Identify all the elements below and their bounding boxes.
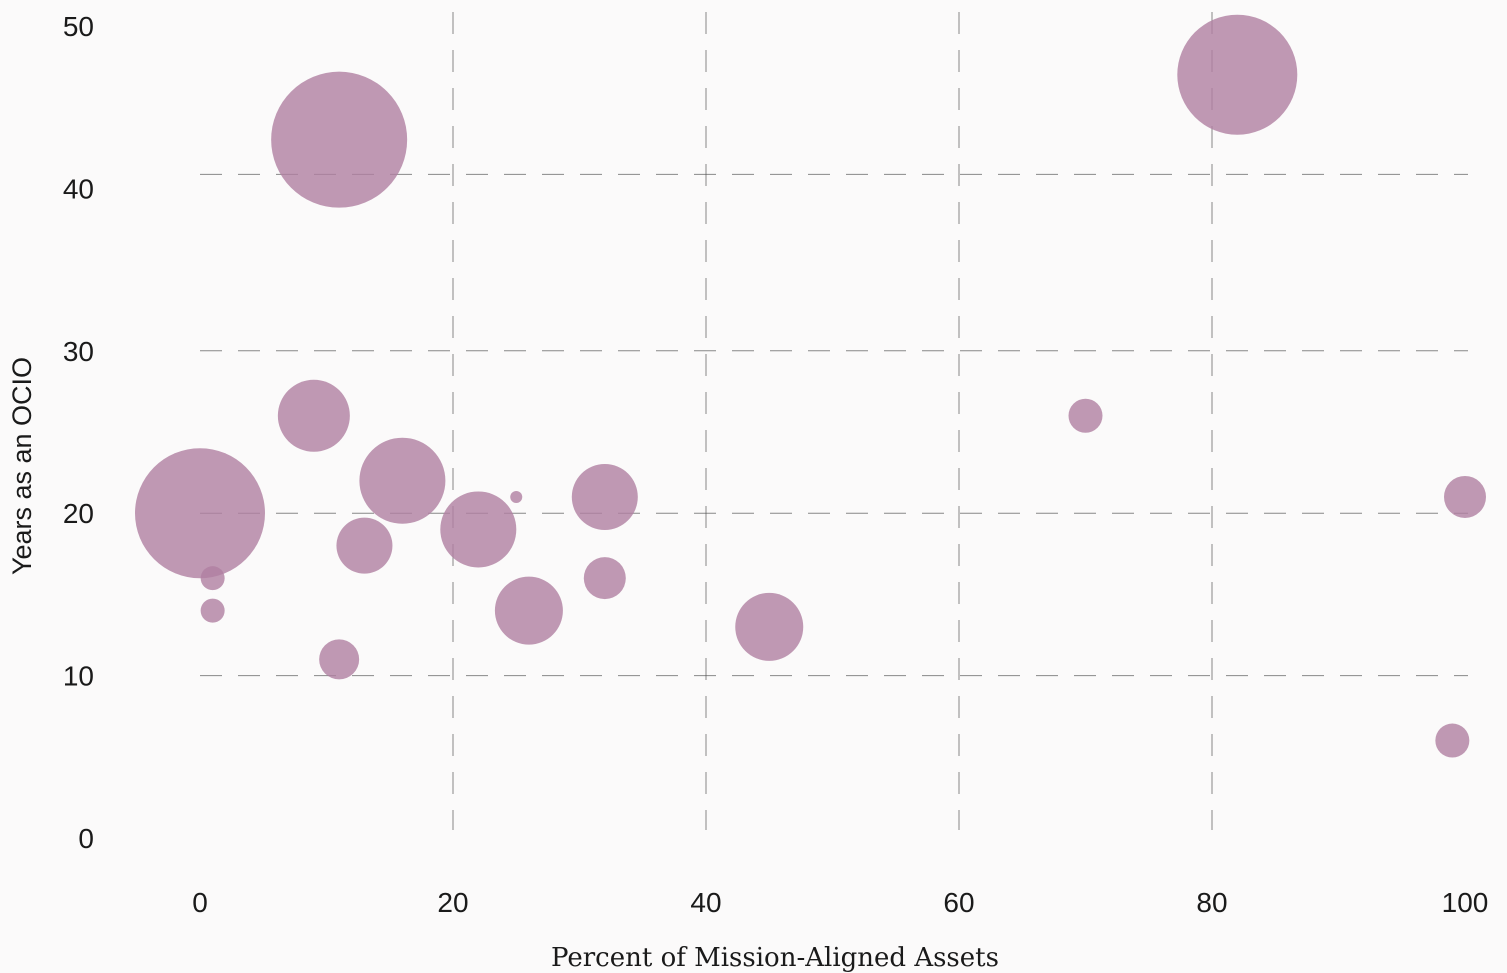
y-tick-label: 50 <box>63 11 94 42</box>
bubble-point <box>440 491 517 568</box>
bubble-point <box>1435 723 1470 758</box>
bubble-point <box>735 592 804 661</box>
x-axis-ticks: 0 20 40 60 80 100 <box>192 887 1488 918</box>
x-tick-label: 80 <box>1196 887 1227 918</box>
bubble-point <box>494 576 563 645</box>
y-tick-label: 30 <box>63 336 94 367</box>
x-tick-label: 40 <box>690 887 721 918</box>
bubble-point <box>336 517 393 574</box>
bubble-point <box>277 379 350 452</box>
x-tick-label: 0 <box>192 887 208 918</box>
bubble-point <box>135 448 265 579</box>
y-tick-label: 40 <box>63 173 94 204</box>
bubble-point <box>571 463 638 530</box>
x-tick-label: 60 <box>943 887 974 918</box>
x-tick-label: 20 <box>437 887 468 918</box>
bubble-point <box>271 71 408 208</box>
y-tick-label: 20 <box>63 498 94 529</box>
bubble-point <box>1444 475 1486 518</box>
bubble-point <box>510 490 523 503</box>
bubble-point <box>1068 398 1103 433</box>
x-tick-label: 100 <box>1442 887 1489 918</box>
y-tick-label: 10 <box>63 661 94 692</box>
y-axis-ticks: 0 10 20 30 40 50 <box>63 11 94 854</box>
y-tick-label: 0 <box>78 823 94 854</box>
bubble-point <box>200 598 225 623</box>
bubble-point <box>583 557 626 600</box>
x-axis-title: Percent of Mission-Aligned Assets <box>551 943 999 973</box>
bubbles <box>135 14 1486 758</box>
bubble-point <box>1177 14 1298 135</box>
bubble-point <box>319 639 360 680</box>
bubble-point <box>359 437 446 524</box>
y-axis-title: Years as an OCIO <box>7 357 37 575</box>
bubble-point <box>200 566 225 591</box>
